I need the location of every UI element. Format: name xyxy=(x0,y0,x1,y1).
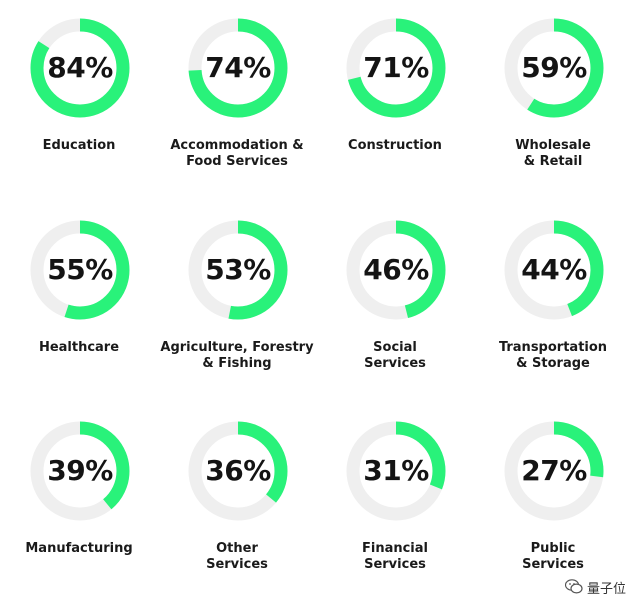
donut-cell: 84% Education xyxy=(0,0,158,200)
donut-svg xyxy=(188,18,288,118)
donut-svg xyxy=(504,220,604,320)
category-label: Construction xyxy=(348,138,442,153)
donut: 27% xyxy=(504,421,604,521)
donut-arc xyxy=(504,220,604,320)
donut: 53% xyxy=(188,220,288,320)
donut-arc xyxy=(346,421,446,521)
donut-value-label: 53% xyxy=(205,253,271,286)
category-label: Healthcare xyxy=(38,340,120,355)
donut-value-label: 27% xyxy=(521,454,587,487)
donut: 44% xyxy=(504,220,604,320)
donut-value-label: 59% xyxy=(521,51,587,84)
donut-svg xyxy=(346,421,446,521)
donut-arc xyxy=(188,421,288,521)
donut-arc xyxy=(504,421,604,521)
donut-svg xyxy=(346,18,446,118)
donut-value-label: 46% xyxy=(363,253,429,286)
donut-cell: 74% Accommodation & Food Services xyxy=(158,0,316,200)
watermark: 量子位 xyxy=(562,576,628,598)
donut-arc xyxy=(504,18,604,118)
category-label: Education xyxy=(42,138,116,153)
donut-cell: 31% Financial Services xyxy=(316,403,474,603)
donut: 55% xyxy=(30,220,130,320)
donut-cell: 27% Public Services xyxy=(474,403,632,603)
donut: 39% xyxy=(30,421,130,521)
donut: 36% xyxy=(188,421,288,521)
category-label: Wholesale & Retail xyxy=(515,138,591,169)
donut-cell: 53% Agriculture, Forestry & Fishing xyxy=(158,202,316,402)
donut-value-label: 39% xyxy=(47,454,113,487)
donut-svg xyxy=(504,18,604,118)
donut-svg xyxy=(30,18,130,118)
category-label: Accommodation & Food Services xyxy=(170,138,304,169)
donut-svg xyxy=(188,421,288,521)
category-label: Public Services xyxy=(522,541,584,572)
donut: 59% xyxy=(504,18,604,118)
donut-arc xyxy=(30,18,130,118)
donut-svg xyxy=(188,220,288,320)
donut-value-label: 31% xyxy=(363,454,429,487)
donut: 71% xyxy=(346,18,446,118)
donut-arc xyxy=(188,18,288,118)
category-label: Agriculture, Forestry & Fishing xyxy=(160,340,314,371)
donut-value-label: 44% xyxy=(521,253,587,286)
donut: 84% xyxy=(30,18,130,118)
donut-svg xyxy=(30,220,130,320)
donut-arc xyxy=(346,18,446,118)
donut-cell: 71% Construction xyxy=(316,0,474,200)
category-label: Transportation & Storage xyxy=(498,340,608,371)
donut-value-label: 36% xyxy=(205,454,271,487)
donut-value-label: 55% xyxy=(47,253,113,286)
category-label: Other Services xyxy=(206,541,268,572)
donut-value-label: 74% xyxy=(205,51,271,84)
donut-arc xyxy=(30,220,130,320)
donut-arc xyxy=(346,220,446,320)
donut-cell: 44% Transportation & Storage xyxy=(474,202,632,402)
donut-cell: 55% Healthcare xyxy=(0,202,158,402)
donut-cell: 46% Social Services xyxy=(316,202,474,402)
donut-svg xyxy=(30,421,130,521)
donut: 74% xyxy=(188,18,288,118)
category-label: Social Services xyxy=(364,340,426,371)
donut-value-label: 71% xyxy=(363,51,429,84)
donut-svg xyxy=(504,421,604,521)
donut: 31% xyxy=(346,421,446,521)
category-label: Manufacturing xyxy=(25,541,133,556)
donut-cell: 59% Wholesale & Retail xyxy=(474,0,632,200)
donut-cell: 36% Other Services xyxy=(158,403,316,603)
watermark-text: 量子位 xyxy=(586,581,626,597)
donut-arc xyxy=(188,220,288,320)
wechat-icon xyxy=(564,579,583,594)
donut-value-label: 84% xyxy=(47,51,113,84)
donut-arc xyxy=(30,421,130,521)
category-label: Financial Services xyxy=(361,541,428,572)
donut: 46% xyxy=(346,220,446,320)
donut-svg xyxy=(346,220,446,320)
donut-cell: 39% Manufacturing xyxy=(0,403,158,603)
